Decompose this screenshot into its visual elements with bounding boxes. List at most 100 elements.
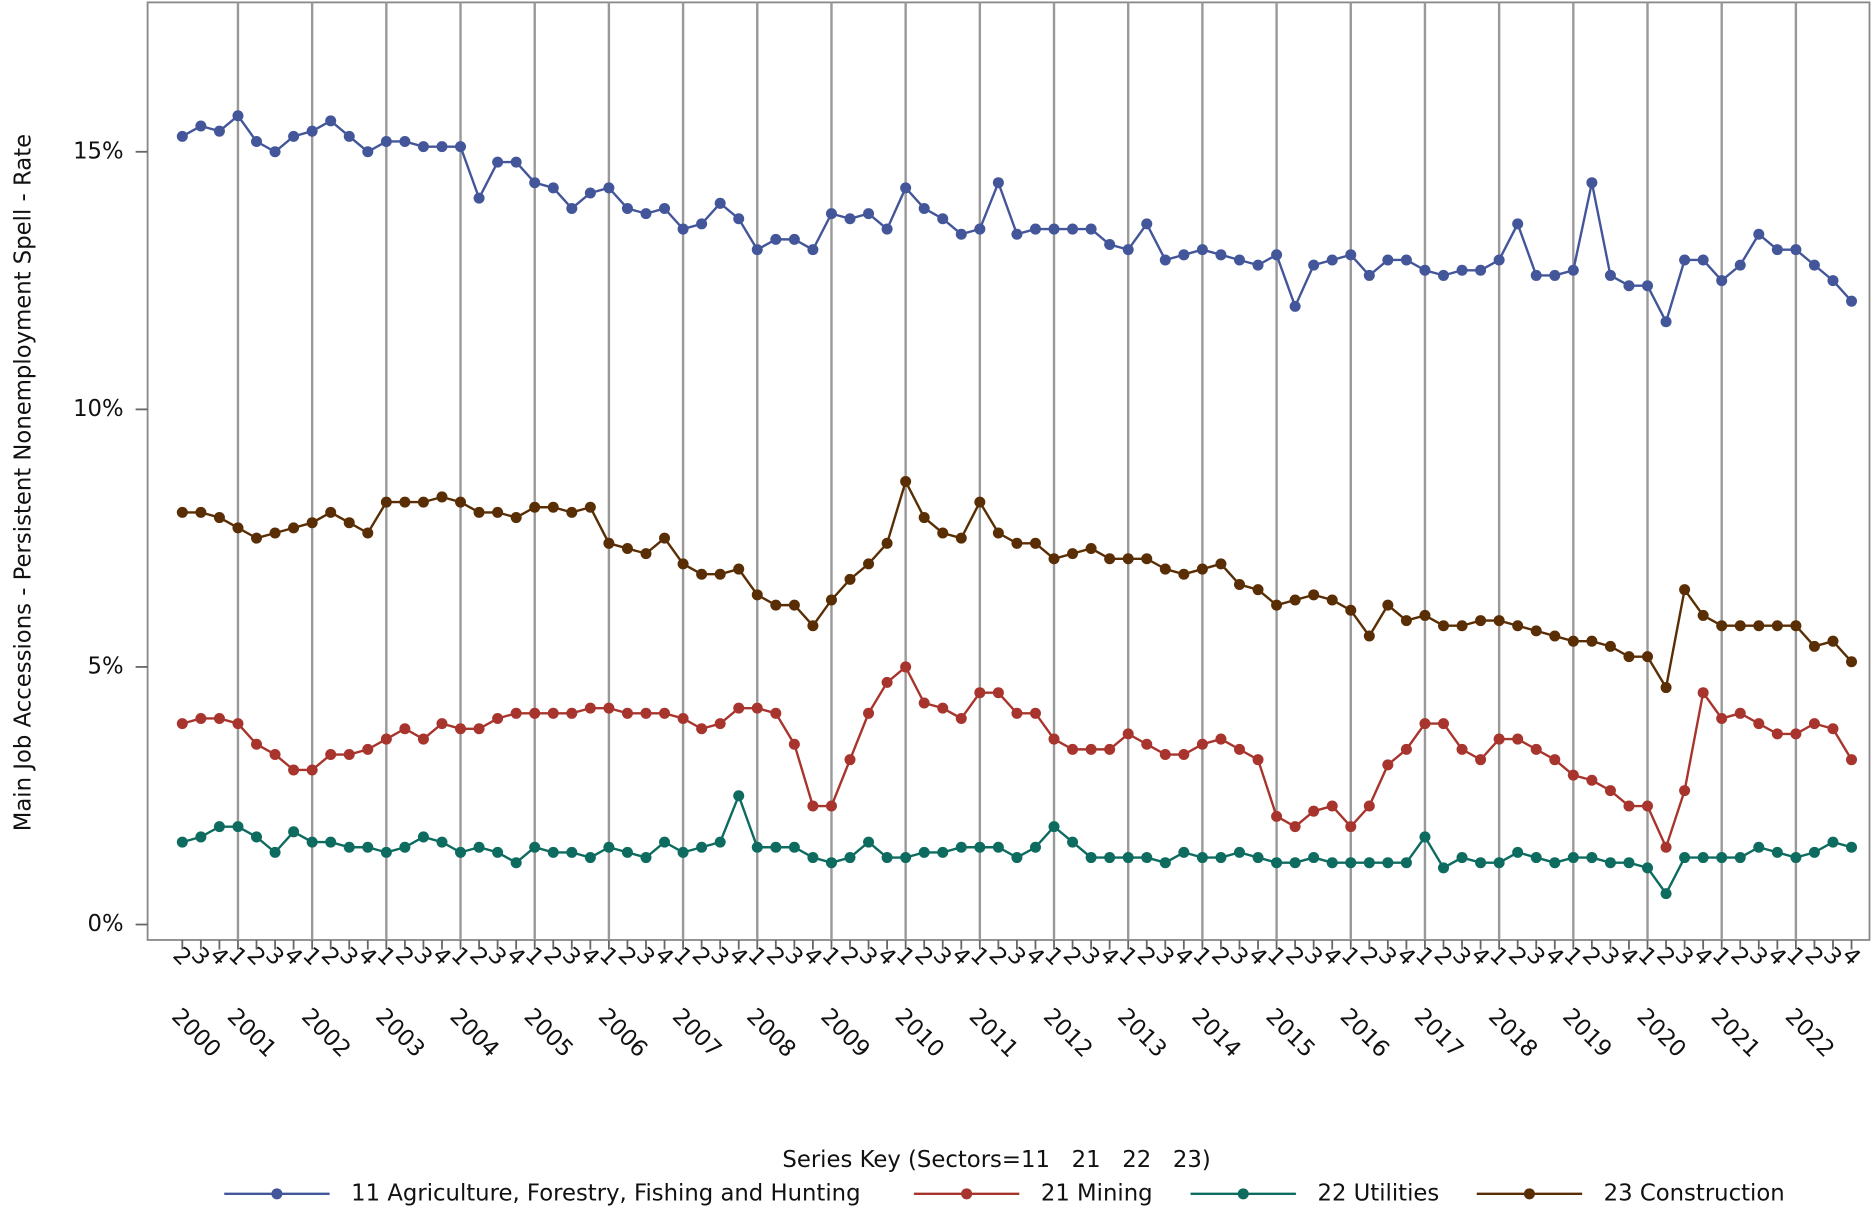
data-point [640,548,652,560]
data-point [436,718,448,730]
data-point [325,115,337,127]
y-axis-label: Main Job Accessions - Persistent Nonempl… [11,134,37,831]
data-point [251,532,263,544]
data-point [1790,852,1802,864]
data-point [825,857,837,869]
legend-entry: 21 Mining [913,1180,1153,1206]
data-point [455,496,467,508]
data-point [1382,857,1394,869]
data-point [529,501,541,513]
data-point [195,506,207,518]
data-point [1048,733,1060,745]
data-point [1456,743,1468,755]
data-point [547,846,559,858]
data-point [1104,239,1116,251]
data-point [1067,836,1079,848]
data-point [343,749,355,761]
legend-marker [1523,1188,1535,1200]
data-point [1512,620,1524,632]
data-point [1326,594,1338,606]
data-point [621,542,633,554]
data-point [714,718,726,730]
year-label: 2021 [1706,1003,1765,1062]
year-label: 2011 [964,1003,1023,1062]
data-point [547,707,559,719]
data-point [1790,244,1802,256]
data-point [1308,259,1320,271]
data-point [1623,800,1635,812]
data-point [492,712,504,724]
data-point [1604,785,1616,797]
data-point [918,512,930,524]
data-point [955,712,967,724]
data-point [714,836,726,848]
data-point [640,852,652,864]
data-point [807,800,819,812]
data-point [788,841,800,853]
data-point [1493,733,1505,745]
data-point [399,496,411,508]
data-point [1345,821,1357,833]
year-label: 2005 [519,1003,578,1062]
data-point [1846,841,1858,853]
data-point [696,841,708,853]
data-point [269,527,281,539]
data-point [1530,625,1542,637]
data-point [1716,620,1728,632]
data-point [473,506,485,518]
data-point [1048,223,1060,235]
data-point [269,749,281,761]
data-point [1363,857,1375,869]
data-point [659,532,671,544]
data-point [1011,707,1023,719]
data-point [1345,249,1357,261]
legend-entry: 23 Construction [1476,1180,1785,1206]
data-point [1067,548,1079,560]
data-point [1734,620,1746,632]
data-point [1716,852,1728,864]
data-point [1827,275,1839,287]
data-point [1011,537,1023,549]
data-point [825,208,837,220]
year-label: 2007 [667,1003,726,1062]
data-point [1734,852,1746,864]
data-point [1196,563,1208,575]
data-point [232,522,244,534]
data-point [918,202,930,214]
data-point [1085,223,1097,235]
data-point [863,707,875,719]
data-point [1308,589,1320,601]
data-point [1419,718,1431,730]
data-point [1642,280,1654,292]
data-point [1271,249,1283,261]
data-point [176,836,188,848]
data-point [1604,269,1616,281]
data-point [1122,553,1134,565]
data-point [473,723,485,735]
data-point [733,702,745,714]
data-point [306,764,318,776]
data-point [1697,254,1709,266]
data-point [881,223,893,235]
data-point [788,599,800,611]
data-point [1382,599,1394,611]
data-point [1771,620,1783,632]
data-point [232,821,244,833]
data-point [1085,743,1097,755]
data-point [1530,852,1542,864]
series-line [182,792,1852,896]
data-point [213,125,225,137]
data-point [1512,733,1524,745]
data-point [213,821,225,833]
data-point [603,537,615,549]
data-point [288,130,300,142]
data-point [529,177,541,189]
data-point [343,130,355,142]
data-point [1846,295,1858,307]
data-point [399,723,411,735]
data-point [844,754,856,766]
data-point [1252,754,1264,766]
data-point [492,846,504,858]
data-point [251,738,263,750]
legend-label: 23 Construction [1604,1180,1785,1206]
